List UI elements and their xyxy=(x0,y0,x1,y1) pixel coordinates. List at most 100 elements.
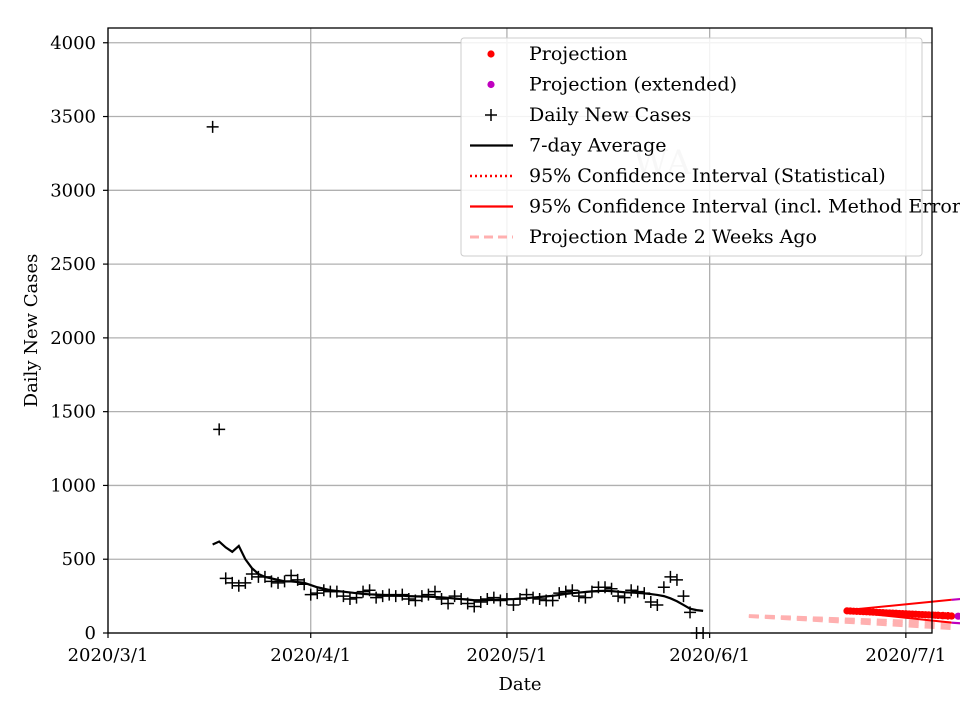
daily-new-cases-point xyxy=(363,584,376,597)
daily-new-cases-point xyxy=(638,587,651,600)
y-axis-label: Daily New Cases xyxy=(21,254,42,408)
legend-handle-plus xyxy=(485,109,497,121)
projection-2-weeks-ago-lower xyxy=(748,614,952,631)
y-tick-label: 2000 xyxy=(50,328,96,349)
y-tick-label: 1500 xyxy=(50,402,96,423)
y-tick-label: 3000 xyxy=(50,180,96,201)
y-tick-label: 4000 xyxy=(50,33,96,54)
daily-new-cases-point xyxy=(272,576,285,589)
daily-new-cases-point xyxy=(559,585,572,598)
daily-new-cases-point xyxy=(514,593,526,606)
daily-new-cases-point xyxy=(304,588,317,601)
daily-new-cases-point xyxy=(258,570,271,583)
axis-ticks: 2020/3/1 2020/4/1 2020/5/1 2020/6/1 2020/7/1… xyxy=(50,33,946,666)
daily-new-cases-point xyxy=(599,581,612,594)
daily-new-cases-point xyxy=(631,585,644,598)
legend-label: Projection Made 2 Weeks Ago xyxy=(529,226,817,248)
daily-new-cases-point xyxy=(370,591,383,604)
daily-new-cases-point xyxy=(520,588,533,601)
daily-new-cases-point xyxy=(409,594,422,607)
x-tick-label: 2020/5/1 xyxy=(466,645,547,666)
x-tick-label: 2020/6/1 xyxy=(669,645,750,666)
daily-new-cases-point xyxy=(527,591,540,604)
daily-new-cases-point xyxy=(219,572,232,585)
legend-label: 95% Confidence Interval (incl. Method Er… xyxy=(529,196,960,218)
daily-new-cases-point xyxy=(357,585,370,598)
daily-new-cases-point xyxy=(448,590,461,603)
y-tick-label: 3500 xyxy=(50,107,96,128)
daily-new-cases-point xyxy=(605,582,618,595)
x-tick-label: 2020/7/1 xyxy=(865,645,946,666)
daily-new-cases-point xyxy=(206,120,219,133)
legend-box xyxy=(460,37,923,257)
daily-new-cases-point xyxy=(442,597,455,610)
daily-new-cases-point xyxy=(684,606,697,619)
axes-frame xyxy=(107,27,933,634)
daily-new-cases-point xyxy=(487,591,500,604)
x-axis-label: Date xyxy=(498,674,541,695)
daily-new-cases-point xyxy=(311,587,324,600)
daily-new-cases-point xyxy=(507,598,520,611)
projection-extended-point xyxy=(957,612,960,620)
daily-new-cases-point xyxy=(389,590,402,603)
daily-new-cases-point xyxy=(546,594,559,607)
daily-new-cases-point xyxy=(291,573,304,586)
legend-label: Daily New Cases xyxy=(529,104,691,126)
daily-new-cases-point xyxy=(585,585,598,598)
daily-new-cases-point xyxy=(657,581,670,594)
daily-new-cases-point xyxy=(415,590,428,603)
daily-new-cases-point xyxy=(317,584,330,597)
daily-new-cases-point xyxy=(343,593,356,606)
legend-handle-dot xyxy=(487,50,495,58)
daily-new-cases-point xyxy=(330,585,343,598)
daily-new-cases-point xyxy=(265,575,278,588)
daily-new-cases-point xyxy=(468,600,481,613)
daily-new-cases-point xyxy=(213,423,226,436)
daily-new-cases-point xyxy=(245,567,258,580)
daily-new-cases-point xyxy=(494,594,507,607)
daily-new-cases-point xyxy=(396,588,409,601)
y-tick-label: 500 xyxy=(62,549,96,570)
daily-new-cases-point xyxy=(677,590,690,603)
daily-new-cases-point xyxy=(232,579,245,592)
ci-extended-lower-line xyxy=(951,621,960,625)
y-tick-label: 2500 xyxy=(50,254,96,275)
daily-new-cases-point xyxy=(474,596,487,609)
daily-new-cases-point xyxy=(435,593,448,606)
daily-new-cases-point xyxy=(500,593,513,606)
daily-new-cases-point xyxy=(651,598,664,611)
daily-new-cases-point xyxy=(376,590,389,603)
daily-new-cases-point xyxy=(612,590,625,603)
x-tick-label: 2020/4/1 xyxy=(270,645,351,666)
daily-new-cases-point xyxy=(566,584,579,597)
daily-new-cases-point xyxy=(670,573,683,586)
daily-new-cases-point xyxy=(428,585,441,598)
daily-new-cases-point xyxy=(422,588,435,601)
legend-label: Projection xyxy=(529,43,627,65)
daily-new-cases-point xyxy=(533,593,546,606)
legend-label: Projection (extended) xyxy=(529,74,737,96)
daily-new-cases-point xyxy=(239,576,252,589)
y-tick-label: 0 xyxy=(85,623,96,644)
daily-new-cases-point xyxy=(579,591,592,604)
x-tick-label: 2020/3/1 xyxy=(68,645,149,666)
ci-extended-upper-line xyxy=(951,597,960,601)
daily-new-cases-point xyxy=(383,588,396,601)
daily-new-cases-point xyxy=(644,596,657,609)
plot-area xyxy=(206,120,960,639)
daily-new-cases-point xyxy=(625,584,638,597)
daily-new-cases-point xyxy=(298,578,311,591)
daily-new-cases-point xyxy=(285,569,298,582)
daily-new-cases-point xyxy=(553,587,566,600)
legend-handle-dot xyxy=(487,80,495,89)
projection-point xyxy=(948,612,956,620)
daily-new-cases-point xyxy=(455,593,468,606)
y-tick-label: 1000 xyxy=(50,475,96,496)
daily-new-cases-point xyxy=(664,570,677,583)
daily-new-cases-point xyxy=(618,591,631,604)
daily-new-cases-point xyxy=(461,597,474,610)
daily-new-cases-point xyxy=(337,590,350,603)
legend: Projection Projection (extended) Daily New… xyxy=(460,37,960,257)
legend-label: 95% Confidence Interval (Statistical) xyxy=(529,165,886,187)
